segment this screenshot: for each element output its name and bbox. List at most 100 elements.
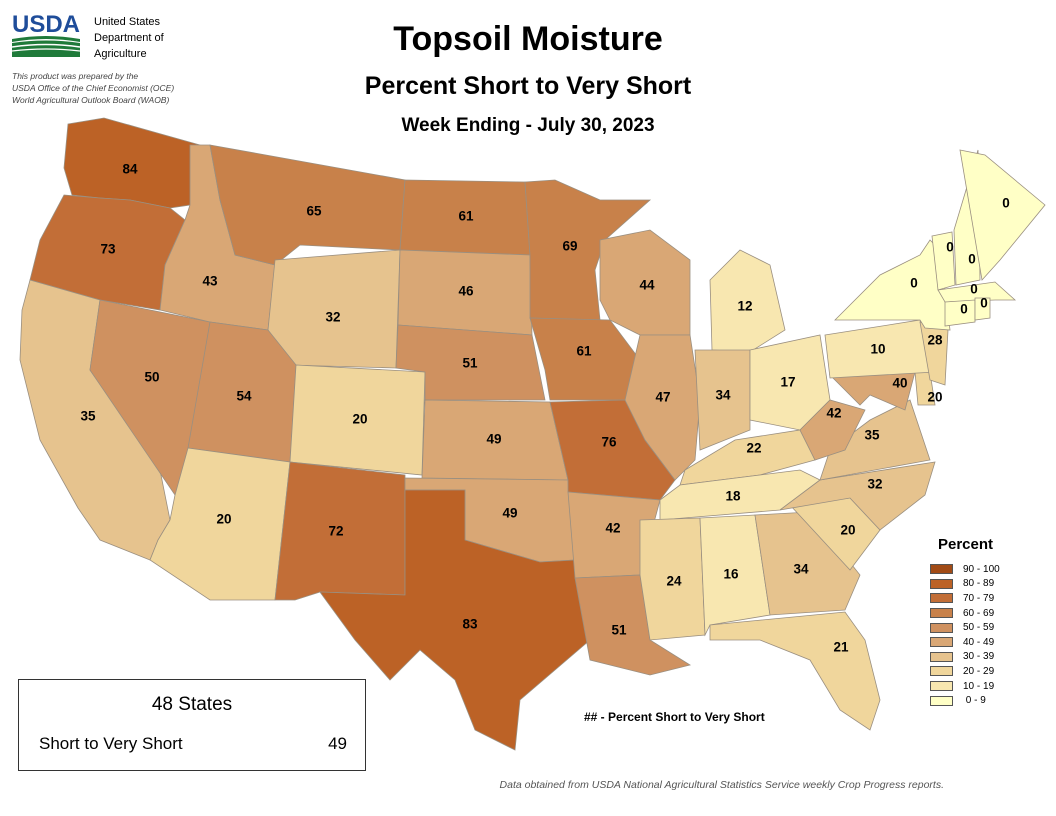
legend-label: 90 - 100 bbox=[963, 563, 1000, 575]
usda-logo-text: USDA bbox=[12, 12, 80, 38]
state-value-me: 0 bbox=[1002, 196, 1010, 211]
legend-item: 50 - 59 bbox=[930, 620, 1000, 635]
state-in bbox=[694, 349, 751, 451]
state-value-tx: 83 bbox=[462, 617, 478, 632]
state-value-ma: 0 bbox=[970, 282, 978, 297]
legend-item: 0 - 9 bbox=[930, 693, 1000, 708]
week-ending: Week Ending - July 30, 2023 bbox=[401, 115, 655, 136]
state-value-ca: 35 bbox=[80, 409, 96, 424]
source-note: Data obtained from USDA National Agricul… bbox=[499, 779, 944, 791]
legend-swatch bbox=[930, 666, 953, 677]
state-ny bbox=[834, 239, 951, 331]
legend-swatch bbox=[930, 564, 953, 575]
state-tx bbox=[319, 489, 591, 751]
summary-label: Short to Very Short bbox=[39, 734, 183, 753]
state-value-ar: 42 bbox=[605, 521, 620, 536]
legend-item: 40 - 49 bbox=[930, 635, 1000, 650]
summary-value: 49 bbox=[328, 734, 347, 753]
summary-box: 48 States Short to Very Short 49 bbox=[18, 679, 366, 771]
state-value-ia: 61 bbox=[576, 344, 592, 359]
state-ma bbox=[937, 281, 1017, 303]
state-value-ms: 24 bbox=[666, 574, 682, 589]
state-ct bbox=[944, 299, 976, 327]
legend: Percent 90 - 100 80 - 89 70 - 79 60 - 69 50 … bbox=[930, 536, 1000, 708]
legend-swatch bbox=[930, 651, 953, 662]
state-value-mo: 76 bbox=[601, 435, 617, 450]
state-value-va: 35 bbox=[864, 428, 880, 443]
agency-line: Department of bbox=[94, 32, 164, 44]
state-value-mi: 12 bbox=[737, 299, 752, 314]
legend-item: 60 - 69 bbox=[930, 606, 1000, 621]
legend-swatch bbox=[930, 637, 953, 648]
state-ms bbox=[639, 517, 706, 641]
legend-item: 30 - 39 bbox=[930, 650, 1000, 665]
state-value-co: 20 bbox=[352, 412, 367, 427]
legend-label: 30 - 39 bbox=[963, 651, 995, 663]
legend-swatch bbox=[930, 593, 953, 604]
state-value-il: 47 bbox=[655, 390, 670, 405]
state-value-nh: 0 bbox=[968, 252, 976, 267]
state-value-id: 43 bbox=[202, 274, 218, 289]
legend-item: 70 - 79 bbox=[930, 591, 1000, 606]
map-subtitle: Percent Short to Very Short bbox=[364, 72, 692, 100]
state-value-fl: 21 bbox=[833, 640, 849, 655]
prepared-line: World Agricultural Outlook Board (WAOB) bbox=[12, 95, 170, 105]
state-al bbox=[699, 514, 771, 637]
state-wv bbox=[799, 399, 866, 461]
state-value-tn: 18 bbox=[725, 489, 741, 504]
state-value-nj: 28 bbox=[927, 333, 943, 348]
value-note: ## - Percent Short to Very Short bbox=[584, 710, 765, 724]
state-value-ok: 49 bbox=[502, 506, 517, 521]
state-value-pa: 10 bbox=[870, 342, 885, 357]
prepared-line: This product was prepared by the bbox=[12, 71, 139, 81]
prepared-by-note: This product was prepared by the USDA Of… bbox=[12, 70, 174, 106]
state-value-wy: 32 bbox=[325, 310, 340, 325]
usda-logo: USDA bbox=[11, 11, 81, 58]
summary-heading: 48 States bbox=[151, 694, 233, 715]
state-value-al: 16 bbox=[723, 567, 739, 582]
legend-label: 60 - 69 bbox=[963, 607, 995, 619]
state-value-sd: 46 bbox=[458, 284, 474, 299]
state-value-ky: 22 bbox=[746, 441, 761, 456]
map-title: Topsoil Moisture bbox=[393, 20, 663, 58]
state-vt bbox=[931, 231, 956, 291]
prepared-line: USDA Office of the Chief Economist (OCE) bbox=[12, 83, 175, 93]
state-wy bbox=[267, 249, 401, 369]
state-ri bbox=[974, 297, 991, 321]
legend-swatch bbox=[930, 622, 953, 633]
agency-line: Agriculture bbox=[94, 48, 147, 60]
legend-label: 0 - 9 bbox=[963, 695, 986, 707]
state-value-or: 73 bbox=[100, 242, 116, 257]
legend-label: 70 - 79 bbox=[963, 592, 995, 604]
legend-swatch bbox=[930, 681, 953, 692]
state-value-ut: 54 bbox=[236, 389, 252, 404]
legend-swatch bbox=[930, 578, 953, 589]
legend-item: 10 - 19 bbox=[930, 679, 1000, 694]
state-value-wa: 84 bbox=[122, 162, 138, 177]
state-ia bbox=[529, 317, 641, 401]
state-value-nd: 61 bbox=[458, 209, 474, 224]
legend-label: 10 - 19 bbox=[963, 680, 995, 692]
state-value-wv: 42 bbox=[826, 406, 841, 421]
state-value-nm: 72 bbox=[328, 524, 343, 539]
legend-label: 40 - 49 bbox=[963, 636, 995, 648]
state-value-ga: 34 bbox=[793, 562, 809, 577]
state-value-oh: 17 bbox=[780, 375, 795, 390]
legend-label: 20 - 29 bbox=[963, 665, 995, 677]
state-value-mn: 69 bbox=[562, 239, 577, 254]
state-value-in: 34 bbox=[715, 388, 731, 403]
legend-item: 80 - 89 bbox=[930, 577, 1000, 592]
state-value-ny: 0 bbox=[910, 276, 918, 291]
state-value-sc: 20 bbox=[840, 523, 855, 538]
agency-line: United States bbox=[94, 16, 161, 28]
state-value-ne: 51 bbox=[462, 356, 478, 371]
legend-label: 80 - 89 bbox=[963, 578, 995, 590]
legend-title: Percent bbox=[938, 536, 994, 553]
state-value-wi: 44 bbox=[639, 278, 655, 293]
state-value-ri: 0 bbox=[980, 296, 988, 311]
state-value-mt: 65 bbox=[306, 204, 322, 219]
legend-item: 20 - 29 bbox=[930, 664, 1000, 679]
state-value-az: 20 bbox=[216, 512, 231, 527]
agency-name: United States Department of Agriculture bbox=[94, 14, 164, 62]
